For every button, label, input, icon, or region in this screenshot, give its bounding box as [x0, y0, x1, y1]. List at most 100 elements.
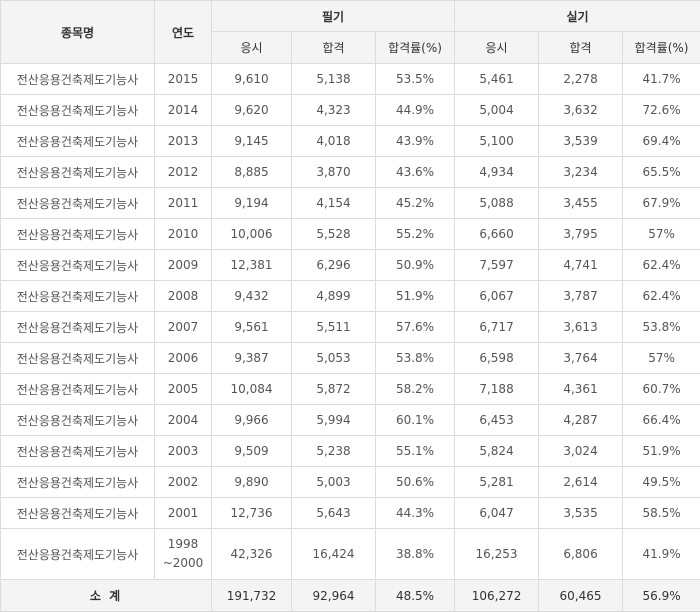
cell-practical-applicants: 6,067: [454, 280, 540, 312]
cell-practical-passed: 3,795: [538, 218, 624, 250]
table-row: 전산응용건축제도기능사 2002 9,890 5,003 50.6% 5,281 2,614…: [0, 466, 700, 498]
cell-name: 전산응용건축제도기능사: [0, 156, 155, 188]
table-body: 전산응용건축제도기능사 2015 9,610 5,138 53.5% 5,461 2,278…: [0, 63, 700, 580]
cell-written-passed: 5,238: [291, 435, 376, 467]
table-row: 전산응용건축제도기능사 2014 9,620 4,323 44.9% 5,004 3,632…: [0, 94, 700, 126]
total-written-applicants: 191,732: [211, 579, 292, 612]
cell-practical-applicants: 4,934: [454, 156, 540, 188]
cell-written-applicants: 12,381: [211, 249, 292, 281]
cell-practical-rate: 41.7%: [622, 63, 700, 95]
cell-practical-rate: 51.9%: [622, 435, 700, 467]
table-row: 전산응용건축제도기능사 2010 10,006 5,528 55.2% 6,660 3,79…: [0, 218, 700, 250]
cell-name: 전산응용건축제도기능사: [0, 404, 155, 436]
cell-written-applicants: 9,620: [211, 94, 292, 126]
cell-practical-rate: 60.7%: [622, 373, 700, 405]
cell-written-passed: 5,138: [291, 63, 376, 95]
cell-practical-passed: 3,787: [538, 280, 624, 312]
total-practical-applicants: 106,272: [454, 579, 540, 612]
cell-year: 2008: [154, 280, 212, 312]
table-row: 전산응용건축제도기능사 2007 9,561 5,511 57.6% 6,717 3,613…: [0, 311, 700, 343]
cell-practical-passed: 3,613: [538, 311, 624, 343]
cell-written-rate: 50.6%: [374, 466, 456, 498]
cell-practical-applicants: 6,453: [454, 404, 540, 436]
cell-name: 전산응용건축제도기능사: [0, 373, 155, 405]
total-row: 소 계 191,732 92,964 48.5% 106,272 60,465 …: [0, 579, 700, 612]
cell-name: 전산응용건축제도기능사: [0, 342, 155, 374]
cell-practical-passed: 3,632: [538, 94, 624, 126]
cell-year: 2002: [154, 466, 212, 498]
cell-name: 전산응용건축제도기능사: [0, 249, 155, 281]
cell-practical-passed: 4,361: [538, 373, 624, 405]
header-written-rate: 합격률(%): [374, 31, 456, 64]
cell-written-rate: 53.5%: [374, 63, 456, 95]
header-row-sub: 응시 합격 합격률(%) 응시 합격 합격률(%): [1, 31, 700, 64]
total-practical-passed: 60,465: [538, 579, 624, 612]
cell-year: 2007: [154, 311, 212, 343]
cell-practical-passed: 4,741: [538, 249, 624, 281]
header-practical-applicants: 응시: [454, 31, 540, 64]
header-practical: 실기: [454, 0, 700, 32]
cell-practical-applicants: 5,461: [454, 63, 540, 95]
cell-year: 2014: [154, 94, 212, 126]
cell-practical-passed: 6,806: [538, 528, 624, 580]
cell-practical-applicants: 6,717: [454, 311, 540, 343]
header-practical-rate: 합격률(%): [622, 31, 700, 64]
cell-practical-rate: 57%: [622, 342, 700, 374]
cell-written-applicants: 9,194: [211, 187, 292, 219]
cell-year: 2010: [154, 218, 212, 250]
cell-practical-passed: 3,539: [538, 125, 624, 157]
cell-name: 전산응용건축제도기능사: [0, 63, 155, 95]
cell-practical-rate: 66.4%: [622, 404, 700, 436]
cell-practical-rate: 49.5%: [622, 466, 700, 498]
table-row: 전산응용건축제도기능사 2001 12,736 5,643 44.3% 6,047 3,53…: [0, 497, 700, 529]
cell-written-passed: 6,296: [291, 249, 376, 281]
cell-name: 전산응용건축제도기능사: [0, 94, 155, 126]
cell-written-applicants: 9,561: [211, 311, 292, 343]
cell-written-rate: 55.2%: [374, 218, 456, 250]
cell-year: 2001: [154, 497, 212, 529]
cell-practical-rate: 41.9%: [622, 528, 700, 580]
cell-year-line-2: ~2000: [162, 556, 204, 570]
cell-practical-rate: 72.6%: [622, 94, 700, 126]
cell-written-passed: 4,899: [291, 280, 376, 312]
cell-year-line: 2011: [167, 196, 199, 210]
cell-name: 전산응용건축제도기능사: [0, 435, 155, 467]
cell-year-line: 2013: [167, 134, 199, 148]
cell-year-line: 2003: [167, 444, 199, 458]
table-row: 전산응용건축제도기능사 2005 10,084 5,872 58.2% 7,188 4,36…: [0, 373, 700, 405]
cell-written-passed: 3,870: [291, 156, 376, 188]
total-written-passed: 92,964: [291, 579, 376, 612]
cell-written-rate: 50.9%: [374, 249, 456, 281]
cell-written-passed: 5,511: [291, 311, 376, 343]
table-row: 전산응용건축제도기능사 1998 ~2000 42,326 16,424 38.8% 16,…: [0, 528, 700, 580]
cell-practical-applicants: 5,824: [454, 435, 540, 467]
cell-practical-applicants: 5,281: [454, 466, 540, 498]
cell-written-rate: 43.9%: [374, 125, 456, 157]
cell-year: 2015: [154, 63, 212, 95]
total-practical-rate: 56.9%: [622, 579, 700, 612]
cell-written-passed: 5,872: [291, 373, 376, 405]
cell-name: 전산응용건축제도기능사: [0, 125, 155, 157]
cell-year: 2006: [154, 342, 212, 374]
cell-written-rate: 45.2%: [374, 187, 456, 219]
cell-year: 2009: [154, 249, 212, 281]
total-label: 소 계: [0, 579, 212, 612]
cell-year-line: 2007: [167, 320, 199, 334]
cell-written-applicants: 8,885: [211, 156, 292, 188]
total-written-rate: 48.5%: [374, 579, 456, 612]
cell-practical-rate: 65.5%: [622, 156, 700, 188]
cell-practical-passed: 3,455: [538, 187, 624, 219]
table-row: 전산응용건축제도기능사 2011 9,194 4,154 45.2% 5,088 3,455…: [0, 187, 700, 219]
header-written-passed: 합격: [291, 31, 376, 64]
cell-year-line: 2001: [167, 506, 199, 520]
cell-year: 2005: [154, 373, 212, 405]
cell-written-rate: 55.1%: [374, 435, 456, 467]
cell-written-applicants: 9,145: [211, 125, 292, 157]
cell-year-line: 1998: [167, 537, 199, 551]
cell-practical-passed: 3,535: [538, 497, 624, 529]
cell-written-rate: 44.9%: [374, 94, 456, 126]
cell-practical-applicants: 16,253: [454, 528, 540, 580]
cell-year-line: 2004: [167, 413, 199, 427]
cell-year-line: 2009: [167, 258, 199, 272]
